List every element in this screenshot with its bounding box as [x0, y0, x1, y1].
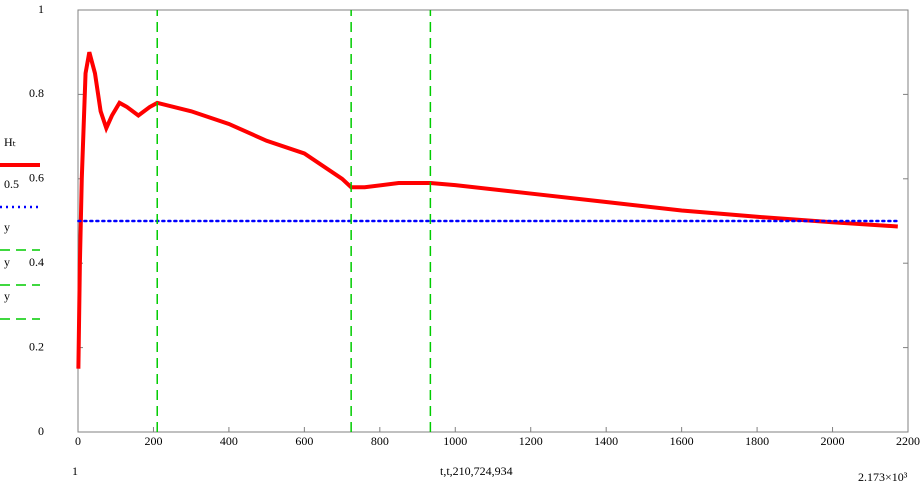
x-axis-label: t,t,210,724,934 [440, 464, 513, 478]
x-tick-label: 2200 [896, 434, 920, 448]
x-tick-label: 600 [295, 434, 313, 448]
legend-label: y [4, 220, 10, 234]
x-tick-label: 0 [75, 434, 81, 448]
y-tick-label: 0.8 [29, 86, 44, 100]
y-tick-label: 0.4 [29, 255, 44, 269]
y-tick-label: 0.6 [29, 171, 44, 185]
x-tick-label: 200 [144, 434, 162, 448]
x-tick-label: 1400 [594, 434, 618, 448]
y-tick-label: 1 [38, 2, 44, 16]
x-tick-label: 800 [371, 434, 389, 448]
x-min-label: 1 [72, 464, 78, 478]
series-line [76, 51, 898, 369]
y-tick-label: 0.2 [29, 339, 44, 353]
legend-label: 0.5 [4, 177, 19, 191]
legend-label: y [4, 255, 10, 269]
x-tick-label: 2000 [821, 434, 845, 448]
x-max-label: 2.173×10³ [858, 470, 908, 484]
legend-label: y [4, 289, 10, 303]
x-tick-label: 1000 [443, 434, 467, 448]
x-tick-label: 1600 [670, 434, 694, 448]
legend-label: Hₜ [4, 135, 16, 149]
x-tick-label: 1800 [745, 434, 769, 448]
x-tick-label: 400 [220, 434, 238, 448]
x-tick-label: 1200 [519, 434, 543, 448]
y-tick-label: 0 [38, 424, 44, 438]
